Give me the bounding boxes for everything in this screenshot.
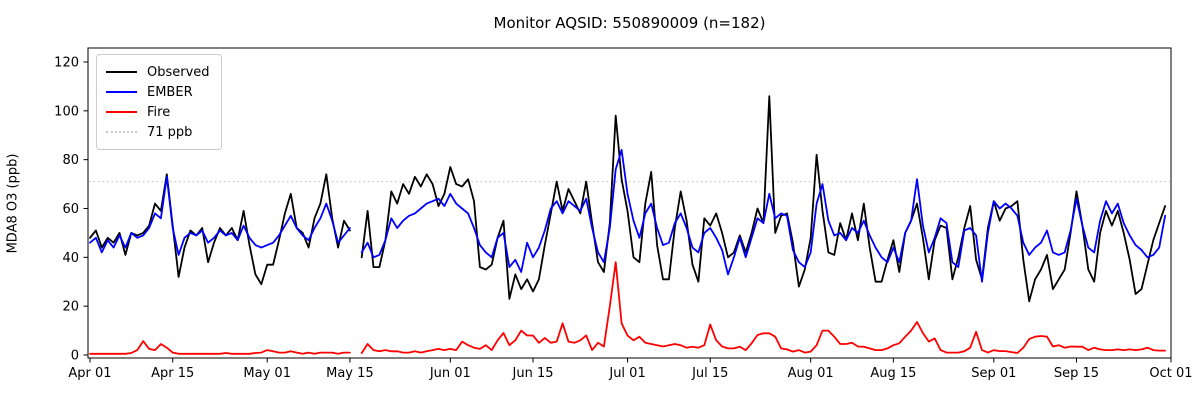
x-tick-label: Aug 15	[870, 366, 916, 381]
legend: Observed EMBER Fire 71 ppb	[96, 54, 222, 150]
x-tick-label: May 01	[243, 366, 291, 381]
y-tick-label: 120	[54, 55, 79, 70]
x-tick-label: Jul 15	[691, 366, 728, 381]
x-tick-label: Sep 01	[971, 366, 1016, 381]
y-tick-label: 40	[62, 251, 79, 266]
legend-item-observed: Observed	[106, 62, 210, 82]
x-tick-label: May 15	[326, 366, 374, 381]
observed-line	[89, 95, 1166, 303]
y-tick-label: 80	[62, 153, 79, 168]
ember-line	[89, 149, 1166, 283]
x-tick-label: Jun 15	[512, 366, 554, 381]
fire-line-icon	[106, 111, 137, 113]
legend-item-threshold: 71 ppb	[106, 122, 210, 142]
x-tick-label: Oct 01	[1149, 366, 1192, 381]
y-tick-label: 0	[71, 349, 79, 364]
legend-item-ember: EMBER	[106, 82, 210, 102]
ember-line-icon	[106, 91, 137, 93]
observed-line-icon	[106, 71, 137, 73]
legend-label-fire: Fire	[147, 104, 171, 120]
axes-frame	[87, 47, 1172, 359]
x-tick-label: Aug 01	[788, 366, 834, 381]
x-tick-label: Jun 01	[429, 366, 471, 381]
x-tick-label: Jul 01	[608, 366, 645, 381]
y-tick-label: 100	[54, 104, 79, 119]
y-tick-label: 60	[62, 202, 79, 217]
x-tick-label: Sep 15	[1054, 366, 1099, 381]
legend-label-threshold: 71 ppb	[147, 124, 193, 140]
y-tick-label: 20	[62, 300, 79, 315]
fire-line	[89, 261, 1166, 355]
legend-item-fire: Fire	[106, 102, 210, 122]
threshold-line-icon	[106, 131, 137, 133]
legend-label-ember: EMBER	[147, 84, 193, 100]
legend-label-observed: Observed	[147, 64, 210, 80]
chart-title: Monitor AQSID: 550890009 (n=182)	[493, 14, 766, 32]
x-tick-label: Apr 15	[151, 366, 194, 381]
x-tick-label: Apr 01	[68, 366, 111, 381]
